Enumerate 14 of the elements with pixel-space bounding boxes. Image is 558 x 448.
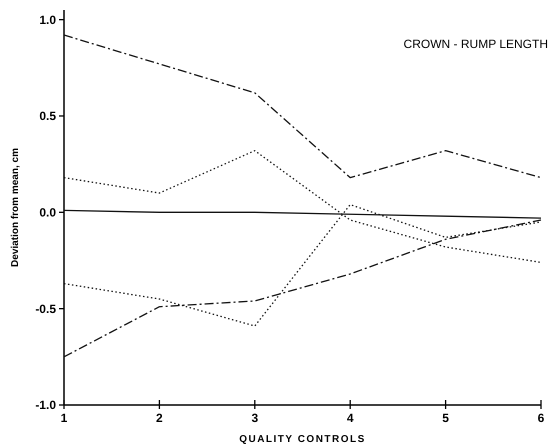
- x-tick-label: 4: [346, 411, 354, 425]
- text: CROWN - RUMP LENGTH: [404, 37, 548, 51]
- y-axis-title: Deviation from mean, cm: [10, 148, 21, 267]
- y-tick-label: 1.0: [39, 12, 56, 27]
- x-tick-label: 2: [156, 411, 164, 425]
- x-axis-title: QUALITY CONTROLS: [239, 434, 366, 445]
- y-tick-label: 0.5: [39, 109, 56, 124]
- x-tick-label: 5: [442, 411, 450, 425]
- y-tick-label: 0.0: [39, 206, 56, 220]
- y-tick-label: -0.5: [35, 302, 56, 316]
- x-tick-label: 1: [60, 411, 68, 425]
- x-tick-label: 3: [251, 411, 258, 425]
- y-tick-label: -1.0: [35, 398, 56, 412]
- x-tick-label: 6: [538, 411, 545, 425]
